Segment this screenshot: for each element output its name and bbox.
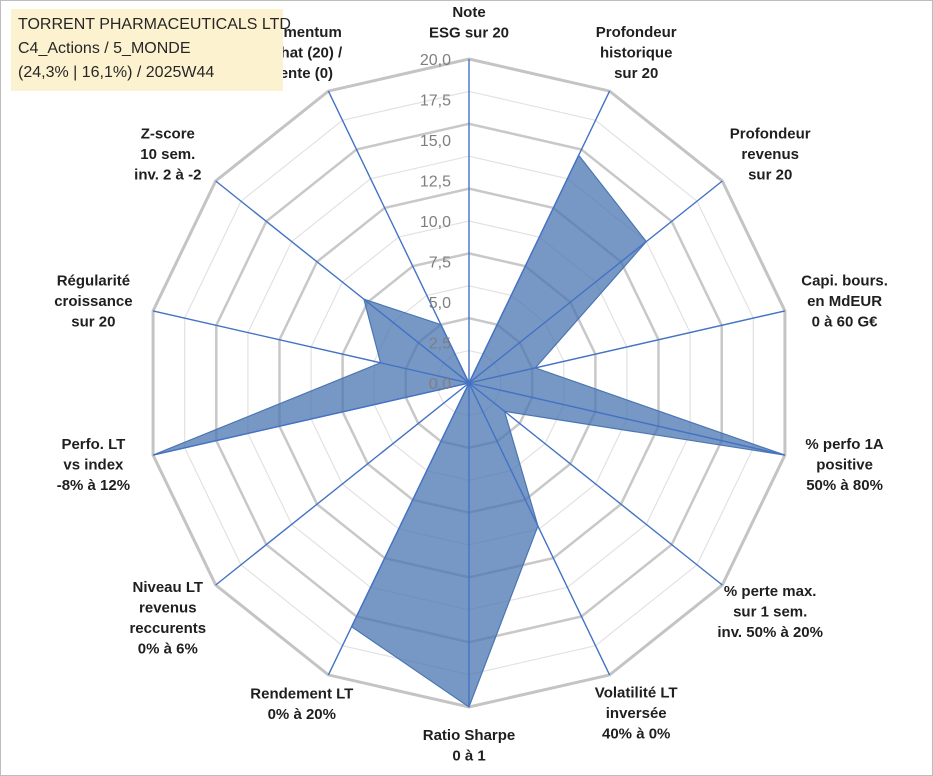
category-label: Rendement LT 0% à 20% <box>250 686 353 724</box>
chart-title-box: TORRENT PHARMACEUTICALS LTD C4_Actions /… <box>11 9 291 91</box>
category-label: Volatilité LT inversée 40% à 0% <box>595 685 678 743</box>
tick-label: 5,0 <box>429 295 451 312</box>
tick-label: 20,0 <box>420 52 451 69</box>
category-label: Perfo. LT vs index -8% à 12% <box>57 436 130 494</box>
category-label: Note ESG sur 20 <box>429 4 509 42</box>
axis-spoke <box>468 310 786 384</box>
category-label: Régularité croissance sur 20 <box>54 273 132 331</box>
axis-spoke <box>468 90 611 384</box>
axis-spoke <box>152 382 470 456</box>
category-label: Niveau LT revenus reccurents 0% à 6% <box>129 579 206 658</box>
axis-spoke <box>468 382 723 586</box>
category-label: Ratio Sharpe 0 à 1 <box>423 727 516 765</box>
tick-label: 0,0 <box>429 376 451 393</box>
tick-label: 15,0 <box>420 133 451 150</box>
axis-spoke <box>152 310 470 384</box>
axis-spoke <box>215 180 470 384</box>
axis-spoke <box>468 382 611 676</box>
tick-label: 12,5 <box>420 174 451 191</box>
axis-spoke <box>327 382 470 676</box>
tick-label: 10,0 <box>420 214 451 231</box>
category-label: % perte max. sur 1 sem. inv. 50% à 20% <box>717 583 823 641</box>
category-label: Profondeur revenus sur 20 <box>730 126 811 184</box>
tick-label: 17,5 <box>420 93 451 110</box>
axis-spoke <box>468 382 786 456</box>
chart-subtitle-1: C4_Actions / 5_MONDE <box>18 40 191 57</box>
category-label: Profondeur historique sur 20 <box>596 24 677 82</box>
tick-label: 7,5 <box>429 255 451 272</box>
tick-label: 2,5 <box>429 336 451 353</box>
category-label: Capi. bours. en MdEUR 0 à 60 G€ <box>801 273 888 331</box>
category-label: Z-score 10 sem. inv. 2 à -2 <box>134 126 201 184</box>
category-label: % perfo 1A positive 50% à 80% <box>805 436 884 494</box>
chart-subtitle-2: (24,3% | 16,1%) / 2025W44 <box>18 64 215 81</box>
axis-spoke <box>468 180 723 384</box>
axis-spoke <box>215 382 470 586</box>
axis-spoke <box>327 90 470 384</box>
chart-title: TORRENT PHARMACEUTICALS LTD <box>18 16 291 33</box>
